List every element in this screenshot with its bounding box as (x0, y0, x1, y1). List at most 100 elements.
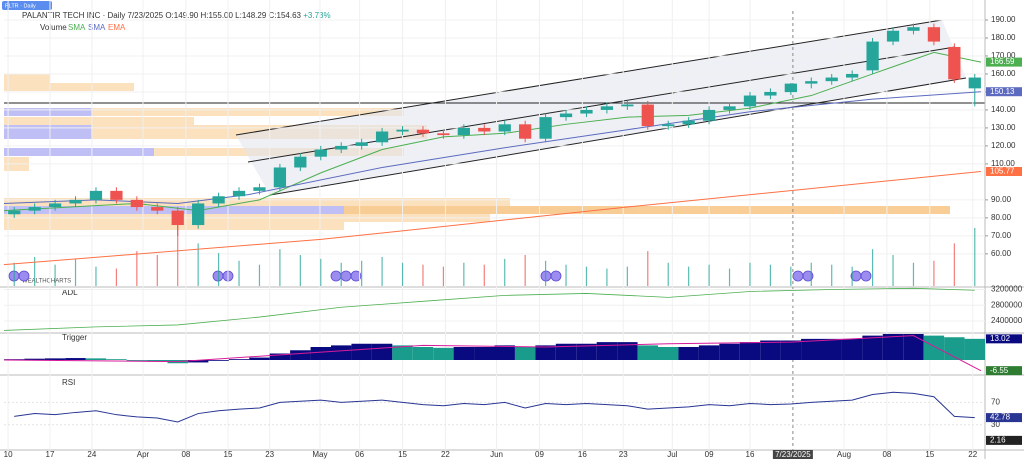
volume-bar (790, 266, 792, 286)
candle-body (621, 104, 634, 107)
candle-body (478, 127, 491, 132)
histogram-bar (882, 334, 904, 360)
volume-bar (74, 258, 77, 286)
cursor-label-bg (772, 450, 813, 459)
histogram-bar (65, 358, 86, 360)
volume-bar (769, 264, 772, 286)
candle-body (539, 117, 552, 139)
volume-bar (688, 266, 690, 286)
cursor-label: 7/23/2025 (775, 450, 811, 459)
y-tick-label: 170.00 (991, 51, 1016, 60)
volume-bar (279, 249, 281, 286)
x-tick-label: 23 (619, 450, 628, 459)
histogram-bar (228, 359, 250, 360)
histogram-bar (596, 342, 618, 360)
candle-body (69, 199, 82, 204)
profile-bar (4, 148, 154, 156)
candle-body (8, 210, 21, 215)
candle-body (743, 95, 757, 107)
event-marker[interactable] (330, 270, 342, 282)
candle-body (355, 142, 368, 146)
candle-body (151, 207, 164, 211)
candle-body (212, 196, 225, 204)
candle-body (968, 77, 981, 89)
y-tick-label: 120.00 (991, 141, 1016, 150)
price-badge-label: -6.55 (990, 366, 1009, 375)
volume-bar (442, 266, 445, 286)
volume-bar (177, 224, 179, 286)
histogram-bar (412, 347, 434, 360)
candle-body (600, 106, 614, 110)
y-tick-label: 130.00 (991, 123, 1016, 132)
candle-body (314, 149, 327, 157)
candle-body (335, 145, 348, 150)
y-tick-label: 30 (991, 420, 1000, 429)
price-badge (986, 366, 1022, 376)
symbol-tab[interactable] (2, 1, 52, 10)
histogram-bar (310, 347, 331, 360)
candle-body (948, 46, 961, 80)
profile-bar (4, 108, 92, 116)
histogram-bar (4, 359, 25, 360)
histogram-bar (126, 360, 148, 361)
header-change: +3.73% (303, 11, 330, 20)
y-tick-label: 80.00 (991, 213, 1012, 222)
candle-body (396, 129, 409, 132)
histogram-bar (658, 347, 679, 360)
event-marker[interactable] (350, 270, 362, 282)
volume-bar (606, 268, 608, 286)
event-marker[interactable] (340, 270, 352, 282)
volume-bar (524, 255, 526, 286)
event-marker[interactable] (802, 270, 814, 282)
price-badge (986, 166, 1022, 176)
histogram-bar (106, 359, 127, 360)
volume-bar (544, 260, 547, 286)
x-tick-label: 10 (4, 450, 13, 459)
x-tick-label: Apr (137, 450, 150, 459)
price-badge-label: 42.78 (990, 413, 1011, 422)
volume-bar (831, 264, 833, 286)
profile-bar (4, 83, 134, 91)
volume-bar (422, 264, 424, 286)
x-tick-label: 08 (882, 450, 891, 459)
symbol-tab-label: PLTR · Daily (5, 3, 36, 9)
header: PALANTIR TECH INC · Daily 7/23/2025 O:14… (22, 11, 331, 20)
histogram-bar (576, 343, 597, 360)
profile-bar (4, 74, 50, 83)
channel-line (269, 77, 967, 196)
event-marker[interactable] (550, 270, 562, 282)
price-badge (986, 334, 1022, 344)
y-tick-label: 70.00 (991, 231, 1012, 240)
y-tick-label: 140.00 (991, 105, 1016, 114)
candle-body (110, 190, 123, 200)
volume-bar (483, 264, 485, 286)
histogram-bar (249, 357, 270, 360)
histogram-bar (514, 347, 536, 360)
histogram-bar (85, 358, 107, 360)
x-tick-label: May (312, 450, 327, 459)
volume-bar (156, 255, 158, 286)
y-tick-label: 3200000 (991, 285, 1023, 294)
candle-body (886, 30, 900, 42)
panel-title: ADL (62, 288, 78, 297)
price-badge-label: 166.59 (990, 57, 1015, 66)
candle-body (805, 81, 818, 84)
y-tick-label: 60.00 (991, 249, 1012, 258)
candle-body (641, 104, 654, 127)
volume-bar (299, 255, 301, 286)
profile-bar (4, 125, 92, 139)
histogram-bar (147, 360, 168, 362)
event-marker[interactable] (18, 270, 30, 282)
volume-bar (34, 256, 36, 286)
event-marker[interactable] (860, 270, 872, 282)
histogram-bar (44, 358, 66, 360)
event-marker[interactable] (792, 270, 804, 282)
volume-bar (647, 251, 649, 286)
volume-bar (197, 243, 199, 286)
volume-bar (810, 262, 812, 286)
x-tick-label: 09 (705, 450, 714, 459)
volume-bar (217, 253, 220, 286)
profile-bar (344, 206, 950, 214)
histogram-bar (801, 338, 822, 360)
volume-bar (626, 266, 628, 286)
